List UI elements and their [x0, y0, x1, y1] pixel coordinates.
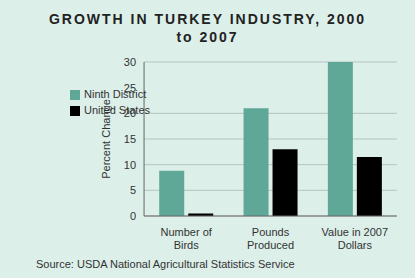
- svg-text:PoundsProduced: PoundsProduced: [247, 226, 294, 251]
- svg-text:30: 30: [124, 56, 136, 68]
- svg-text:Number ofBirds: Number ofBirds: [161, 226, 213, 251]
- svg-text:15: 15: [124, 133, 136, 145]
- svg-text:0: 0: [130, 210, 136, 222]
- svg-text:10: 10: [124, 159, 136, 171]
- svg-text:25: 25: [124, 82, 136, 94]
- svg-text:Percent Change: Percent Change: [100, 99, 112, 179]
- svg-text:20: 20: [124, 107, 136, 119]
- svg-text:Value in 2007Dollars: Value in 2007Dollars: [322, 226, 388, 251]
- svg-text:5: 5: [130, 184, 136, 196]
